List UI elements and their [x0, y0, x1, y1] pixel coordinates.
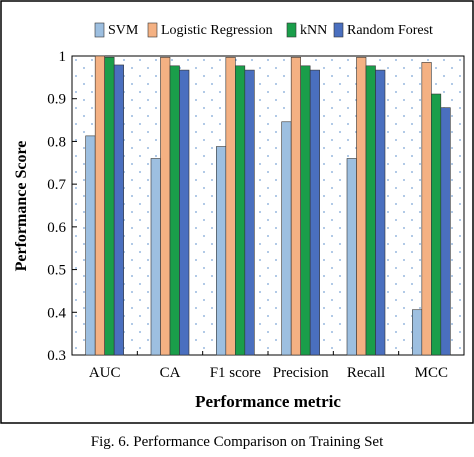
y-tick-label: 1	[59, 49, 67, 65]
bar-knn-precision	[300, 65, 311, 356]
x-tick-label: AUC	[89, 365, 121, 381]
y-tick-label: 0.6	[47, 220, 66, 236]
y-tick-label: 0.7	[47, 177, 66, 193]
y-tick-label: 0.5	[47, 263, 66, 279]
bar-logistic-regression-ca	[160, 56, 171, 356]
x-tick-label: MCC	[415, 365, 448, 381]
bar-logistic-regression-mcc	[421, 62, 432, 356]
y-tick-label: 0.8	[47, 134, 66, 150]
bar-svm-ca	[150, 158, 161, 356]
bar-random-forest-recall	[375, 69, 386, 356]
bar-svm-precision	[281, 121, 292, 356]
y-axis-label: Performance Score	[13, 141, 30, 272]
bars-group	[85, 55, 451, 356]
bar-logistic-regression-precision	[290, 56, 301, 356]
bar-knn-auc	[104, 56, 115, 356]
legend-swatch-logistic-regression	[147, 22, 158, 38]
bar-logistic-regression-auc	[94, 55, 105, 356]
plot-area	[71, 55, 465, 356]
legend-swatch-svm	[94, 22, 105, 38]
legend-label-svm: SVM	[108, 23, 139, 38]
x-axis: AUC CA F1 score Precision Recall MCC	[89, 351, 448, 381]
bar-svm-mcc	[412, 309, 423, 356]
y-tick-label: 0.4	[47, 305, 66, 321]
bar-random-forest-f1-score	[244, 69, 255, 356]
bar-knn-f1-score	[235, 65, 246, 356]
legend-swatch-random-forest	[333, 22, 344, 38]
bar-svm-recall	[346, 158, 357, 356]
x-tick-label: F1 score	[210, 365, 262, 381]
x-tick-label: Recall	[347, 365, 385, 381]
legend-label-knn: kNN	[300, 23, 327, 38]
legend-swatch-knn	[286, 22, 297, 38]
bar-svm-f1-score	[216, 146, 227, 356]
y-tick-label: 0.3	[47, 348, 66, 364]
bar-knn-ca	[169, 65, 180, 356]
bar-logistic-regression-f1-score	[225, 56, 236, 356]
x-axis-label: Performance metric	[195, 392, 341, 411]
y-axis: 0.3 0.4 0.5 0.6 0.7 0.8 0.9 1	[47, 49, 77, 364]
bar-logistic-regression-recall	[356, 56, 367, 356]
bar-random-forest-precision	[309, 69, 320, 356]
bar-random-forest-auc	[113, 64, 124, 356]
y-tick-label: 0.9	[47, 92, 66, 108]
x-tick-label: CA	[160, 365, 181, 381]
bar-random-forest-ca	[179, 69, 190, 356]
figure-caption: Fig. 6. Performance Comparison on Traini…	[91, 434, 384, 450]
bar-svm-auc	[85, 135, 96, 356]
bar-random-forest-mcc	[440, 107, 451, 356]
legend: SVM Logistic Regression kNN Random Forest	[94, 22, 433, 38]
x-tick-label: Precision	[273, 365, 329, 381]
legend-label-logistic-regression: Logistic Regression	[161, 23, 273, 38]
bar-knn-mcc	[431, 93, 442, 356]
bar-knn-recall	[365, 65, 376, 356]
legend-label-random-forest: Random Forest	[347, 23, 433, 38]
